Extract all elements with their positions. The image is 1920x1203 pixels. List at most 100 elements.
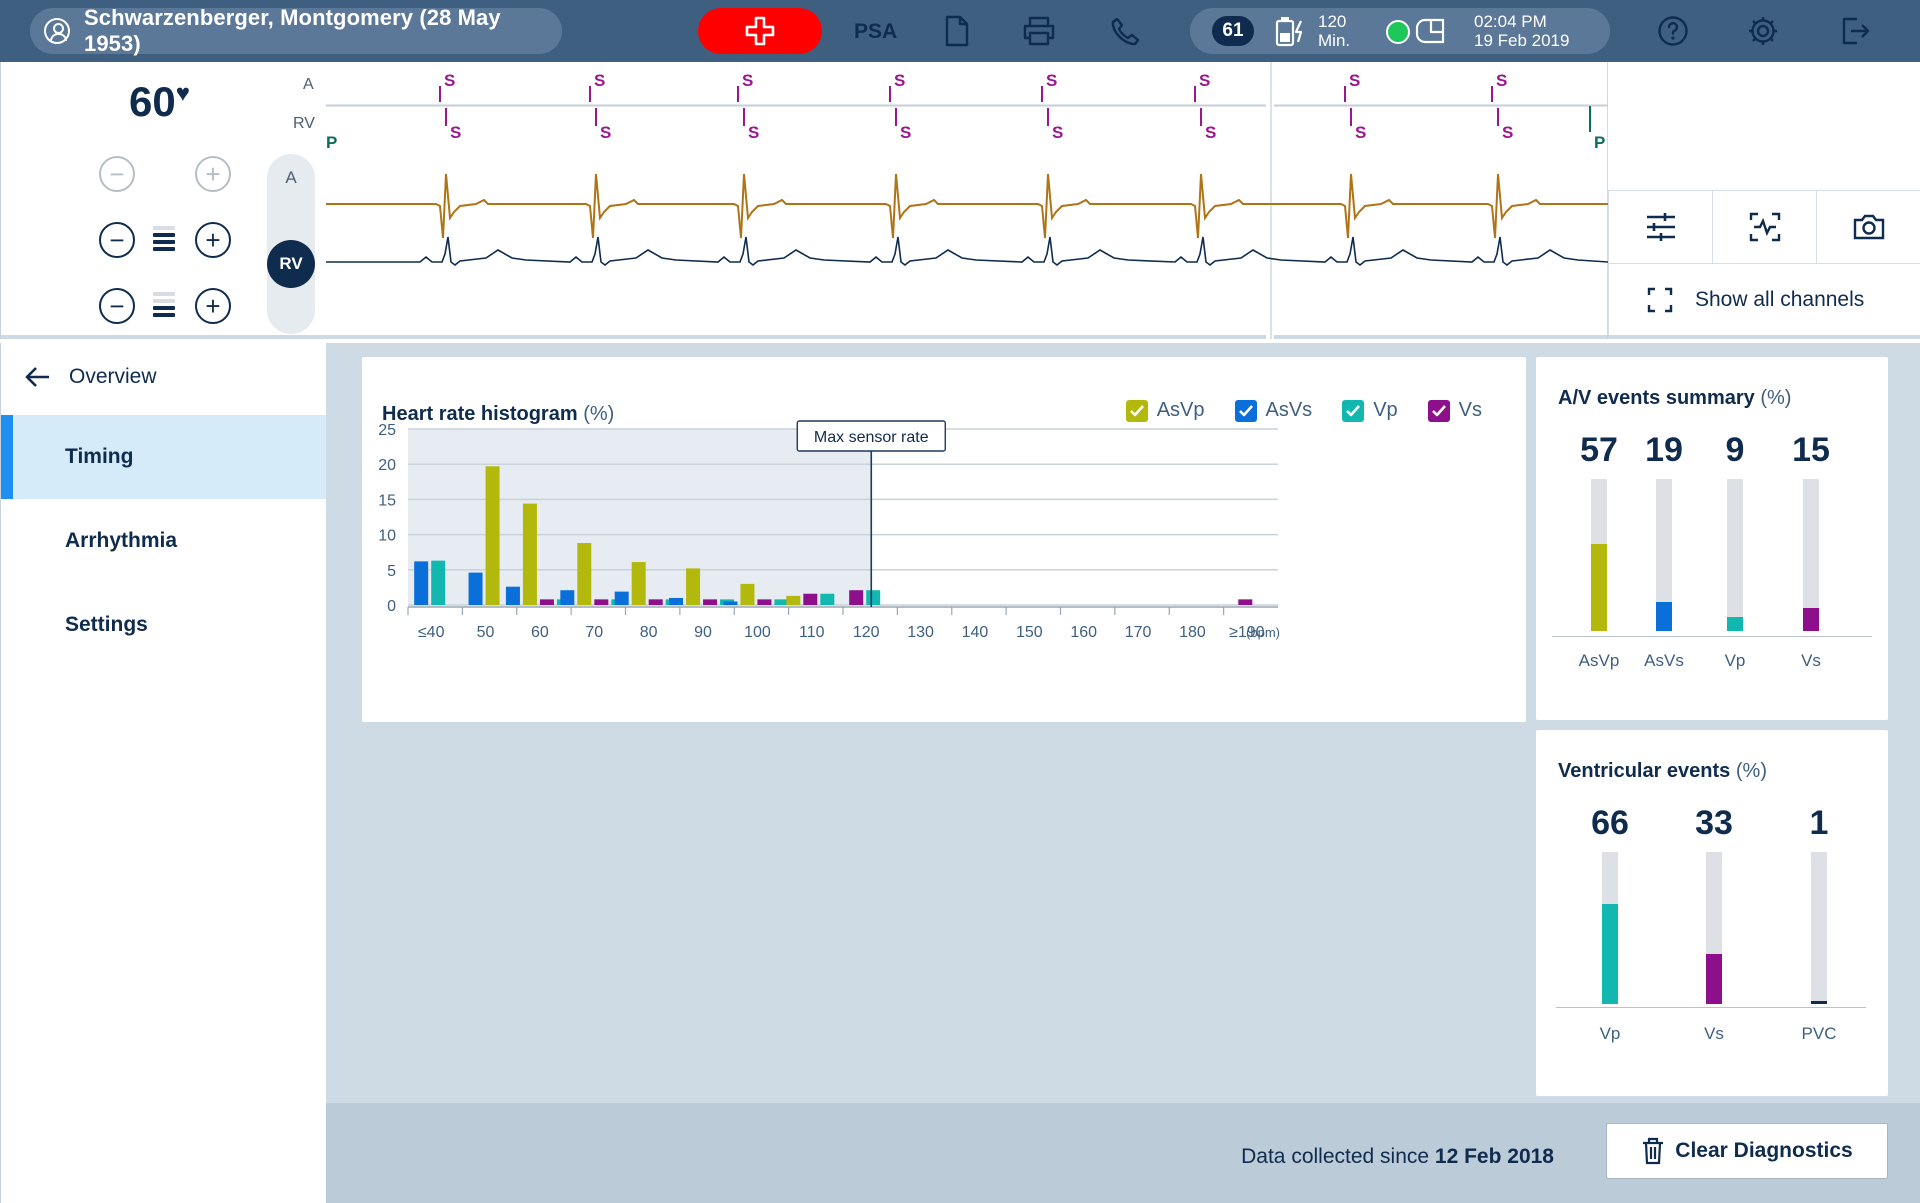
histogram-bar-vs: [648, 599, 663, 605]
x-tick-label: 100: [744, 624, 771, 641]
legend-asvs[interactable]: AsVs: [1234, 399, 1312, 422]
histogram-bar-vs: [849, 590, 864, 605]
psa-button[interactable]: PSA: [854, 20, 898, 43]
main-content: Heart rate histogram (%) AsVp AsVs Vp Vs…: [326, 343, 1920, 1203]
pace-marker: P: [1594, 133, 1605, 152]
ventricular-label-vs: Vs: [1704, 1024, 1724, 1043]
legend-vp[interactable]: Vp: [1342, 399, 1398, 422]
av-summary-label-asvs: AsVs: [1644, 651, 1684, 670]
histogram-bar-asvs: [669, 597, 684, 605]
av-summary-bar-fill-vp: [1727, 617, 1743, 631]
ii-gain-plus-button[interactable]: +: [195, 288, 231, 324]
show-all-channels-label: Show all channels: [1695, 288, 1865, 311]
av-summary-bar-fill-asvp: [1591, 544, 1607, 631]
svg-text:S: S: [748, 123, 759, 142]
arrow-left-icon: [25, 367, 49, 387]
rv-gain-level: [153, 226, 175, 254]
av-summary-bar-track-asvs: [1656, 479, 1672, 631]
sense-marker: SS: [1194, 71, 1216, 142]
av-summary-bar-track-asvp: [1591, 479, 1607, 631]
checkbox-vp[interactable]: [1342, 399, 1365, 422]
x-tick-label: 120: [853, 624, 880, 641]
gear-icon[interactable]: [1746, 14, 1780, 48]
av-events-summary-card: A/V events summary (%) 57 AsVp 19 AsVs 9 Vp 15…: [1536, 357, 1888, 720]
svg-text:S: S: [894, 71, 905, 90]
av-summary-bar-track-vs: [1803, 479, 1819, 631]
svg-text:S: S: [1052, 123, 1063, 142]
a-gain-minus-button[interactable]: −: [99, 156, 135, 192]
y-tick-label: 20: [378, 457, 396, 474]
phone-icon[interactable]: [1108, 14, 1142, 48]
histogram-bar-asvp: [577, 543, 592, 605]
histogram-bar-asvp: [786, 595, 801, 605]
capture-strip-button[interactable]: [1713, 191, 1817, 263]
a-gain-plus-button[interactable]: +: [195, 156, 231, 192]
checkbox-asvs[interactable]: [1234, 399, 1257, 422]
clear-diagnostics-button[interactable]: Clear Diagnostics: [1606, 1123, 1888, 1179]
camera-button[interactable]: [1817, 191, 1920, 263]
checkbox-asvp[interactable]: [1125, 399, 1148, 422]
sense-marker: SS: [589, 71, 611, 142]
expand-icon: [1647, 287, 1673, 313]
patient-pill[interactable]: Schwarzenberger, Montgomery (28 May 1953…: [30, 5, 562, 56]
av-summary-value-vs: 15: [1792, 431, 1830, 469]
svg-text:S: S: [742, 71, 753, 90]
printer-icon[interactable]: [1022, 14, 1056, 48]
help-icon[interactable]: [1656, 14, 1690, 48]
rv-gain-minus-button[interactable]: −: [99, 222, 135, 258]
histogram-bar-asvs: [414, 561, 429, 605]
status-badge: 61: [1212, 16, 1254, 46]
nav-item-arrhythmia[interactable]: Arrhythmia: [65, 529, 178, 552]
device-icon: [1415, 18, 1445, 44]
svg-text:S: S: [900, 123, 911, 142]
lead-ii-waveform: [326, 236, 1608, 267]
show-all-channels-button[interactable]: Show all channels: [1609, 263, 1920, 336]
rv-gain-plus-button[interactable]: +: [195, 222, 231, 258]
histogram-bar-asvp: [686, 568, 701, 605]
emergency-button[interactable]: [698, 8, 822, 54]
logout-icon[interactable]: [1838, 14, 1872, 48]
ventricular-events-card: Ventricular events (%) 66 Vp 33 Vs 1 PVC: [1536, 730, 1888, 1096]
sense-marker: SS: [1491, 71, 1513, 142]
ventricular-bar-track-vp: [1602, 852, 1618, 1004]
x-tick-label: ≤40: [418, 624, 445, 641]
back-to-overview-link[interactable]: Overview: [25, 365, 157, 389]
ii-gain-minus-button[interactable]: −: [99, 288, 135, 324]
x-tick-label: 180: [1179, 624, 1206, 641]
connection-status-icon: [1386, 20, 1410, 44]
legend-asvp[interactable]: AsVp: [1125, 399, 1205, 422]
channel-selector[interactable]: A RV: [267, 154, 315, 334]
histogram-bar-asvs: [560, 590, 575, 605]
legend-vs[interactable]: Vs: [1427, 399, 1482, 422]
nav-item-settings[interactable]: Settings: [65, 613, 148, 636]
ventricular-bar-fill-pvc: [1811, 1001, 1827, 1004]
document-icon[interactable]: [940, 14, 974, 48]
svg-text:S: S: [1199, 71, 1210, 90]
y-tick-label: 0: [387, 598, 396, 615]
x-tick-label: 90: [694, 624, 712, 641]
status-pill: 61 120 Min. 02:04 PM 19 Feb 2019: [1190, 8, 1610, 54]
histogram-bar-vp: [866, 590, 881, 605]
av-summary-baseline: [1552, 636, 1872, 637]
x-tick-label: 60: [531, 624, 549, 641]
histogram-bar-asvs: [723, 601, 738, 605]
heart-rate-histogram-card: Heart rate histogram (%) AsVp AsVs Vp Vs…: [362, 357, 1526, 722]
channel-select-rv[interactable]: RV: [267, 240, 315, 288]
battery-charging-icon: [1275, 17, 1303, 47]
channel-select-a[interactable]: A: [285, 168, 297, 187]
histogram-bar-asvs: [614, 591, 629, 605]
histogram-bar-asvs: [505, 586, 520, 605]
ventricular-bar-track-pvc: [1811, 852, 1827, 1004]
histogram-chart: 0 5 10 15 20 25 ≤40 50 60 70 80 90 100 110 120 130 140 15…: [378, 420, 1280, 641]
ventricular-label-vp: Vp: [1599, 1024, 1621, 1043]
svg-text:S: S: [1349, 71, 1360, 90]
av-summary-bar-fill-asvs: [1656, 602, 1672, 631]
histogram-bar-vs: [757, 599, 772, 605]
checkbox-vs[interactable]: [1427, 399, 1450, 422]
adjust-sliders-button[interactable]: [1609, 191, 1713, 263]
sense-marker: SS: [439, 71, 461, 142]
histogram-bar-vs: [594, 599, 609, 605]
channel-label-rv: RV: [293, 115, 315, 132]
nav-item-timing[interactable]: Timing: [1, 415, 327, 499]
